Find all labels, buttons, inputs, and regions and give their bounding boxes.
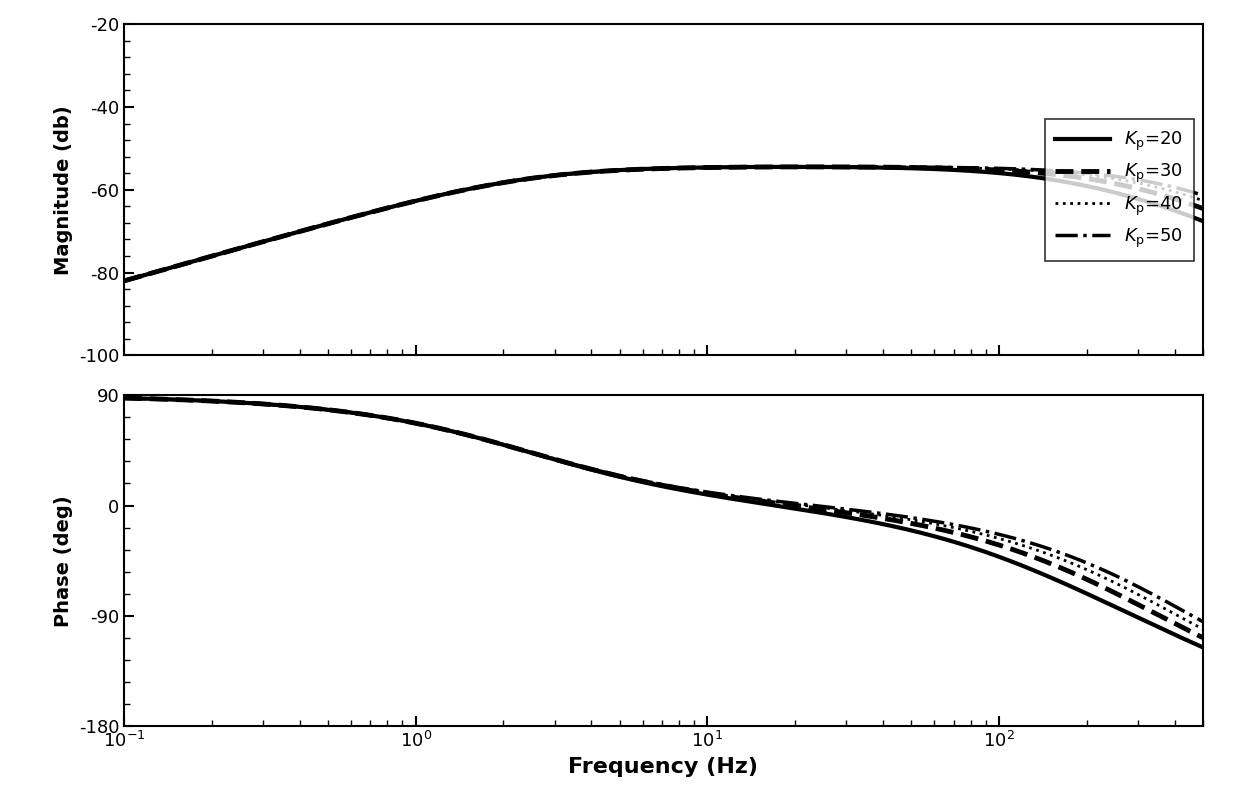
$K_{\rm p}$=30 — [1195, 203, 1210, 213]
$K_{\rm p}$=20 — [818, 162, 833, 172]
$K_{\rm p}$=40 — [117, 276, 131, 286]
X-axis label: Frequency (Hz): Frequency (Hz) — [568, 757, 759, 777]
Line: $K_{\rm p}$=20: $K_{\rm p}$=20 — [124, 167, 1203, 281]
$K_{\rm p}$=30 — [312, 221, 327, 231]
$K_{\rm p}$=20 — [117, 276, 131, 286]
$K_{\rm p}$=40 — [528, 173, 543, 182]
$K_{\rm p}$=40 — [818, 162, 833, 172]
$K_{\rm p}$=50 — [921, 162, 936, 172]
$K_{\rm p}$=50 — [1003, 164, 1018, 174]
$K_{\rm p}$=50 — [312, 221, 327, 231]
$K_{\rm p}$=40 — [764, 162, 779, 172]
Line: $K_{\rm p}$=40: $K_{\rm p}$=40 — [124, 167, 1203, 281]
$K_{\rm p}$=20 — [921, 164, 936, 174]
Y-axis label: Magnitude (db): Magnitude (db) — [55, 105, 73, 274]
$K_{\rm p}$=40 — [818, 162, 833, 172]
$K_{\rm p}$=50 — [818, 162, 833, 172]
$K_{\rm p}$=30 — [921, 163, 936, 173]
Line: $K_{\rm p}$=30: $K_{\rm p}$=30 — [124, 167, 1203, 281]
$K_{\rm p}$=30 — [117, 276, 131, 286]
$K_{\rm p}$=50 — [117, 276, 131, 286]
$K_{\rm p}$=50 — [764, 162, 779, 172]
$K_{\rm p}$=30 — [528, 173, 543, 182]
$K_{\rm p}$=50 — [528, 173, 543, 182]
$K_{\rm p}$=30 — [764, 162, 779, 172]
$K_{\rm p}$=30 — [818, 162, 833, 172]
$K_{\rm p}$=20 — [312, 221, 327, 231]
$K_{\rm p}$=20 — [764, 162, 779, 172]
$K_{\rm p}$=50 — [1195, 190, 1210, 200]
$K_{\rm p}$=30 — [805, 162, 820, 172]
$K_{\rm p}$=20 — [1195, 216, 1210, 226]
$K_{\rm p}$=20 — [781, 162, 796, 172]
Y-axis label: Phase (deg): Phase (deg) — [55, 495, 73, 626]
$K_{\rm p}$=50 — [828, 162, 843, 172]
$K_{\rm p}$=20 — [528, 173, 543, 182]
Line: $K_{\rm p}$=50: $K_{\rm p}$=50 — [124, 167, 1203, 281]
$K_{\rm p}$=40 — [921, 162, 936, 172]
Legend: $K_{\rm p}$=20, $K_{\rm p}$=30, $K_{\rm p}$=40, $K_{\rm p}$=50: $K_{\rm p}$=20, $K_{\rm p}$=30, $K_{\rm … — [1044, 119, 1194, 261]
$K_{\rm p}$=40 — [1003, 165, 1018, 174]
$K_{\rm p}$=30 — [1003, 166, 1018, 176]
$K_{\rm p}$=40 — [1195, 195, 1210, 205]
$K_{\rm p}$=40 — [312, 221, 327, 231]
$K_{\rm p}$=20 — [1003, 169, 1018, 179]
